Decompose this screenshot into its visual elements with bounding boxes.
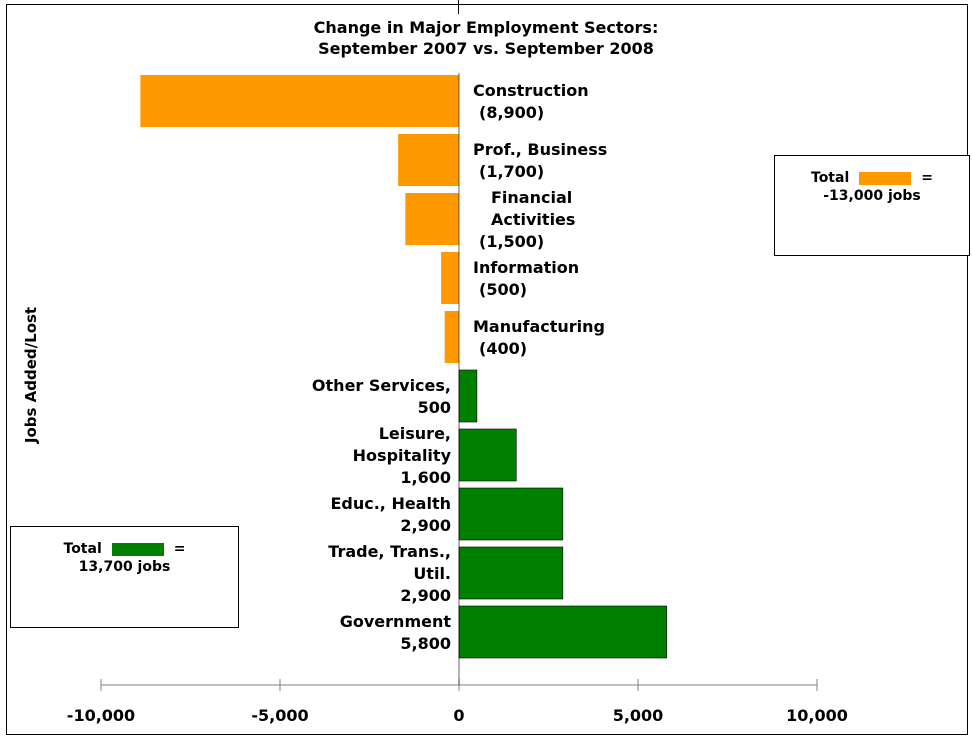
bar-jobs-lost [444,311,459,363]
bar-jobs-added [458,605,667,659]
bar-data-label: Hospitality [353,446,452,465]
bar-data-label: Util. [413,564,451,583]
bar-data-label: 2,900 [400,516,451,535]
legend-swatch-added [111,542,164,556]
bar-data-label: Information [473,258,579,277]
bar-data-label: 500 [418,398,451,417]
bar-jobs-added [458,546,564,600]
bar-data-label: 1,600 [400,468,451,487]
chart-frame [6,4,968,735]
legend-equals: = [921,170,933,186]
bar-data-label: Other Services, [312,376,451,395]
legend-total-label: Total [63,541,102,557]
bar-data-label: (400) [479,339,527,358]
x-tick-label: 10,000 [786,706,848,725]
top-divider-mark [458,0,459,14]
bar-data-label: Construction [473,81,589,100]
bar-jobs-lost [140,75,459,127]
bar-jobs-added [458,487,564,541]
legend-total-value: 13,700 jobs [78,559,171,575]
bar-data-label: Financial [491,188,572,207]
bar-data-label: 2,900 [400,586,451,605]
bar-data-label: Educ., Health [330,494,451,513]
bar-jobs-lost [405,193,459,245]
x-tick-label: 0 [453,706,464,725]
legend-equals: = [173,541,186,557]
legend-jobs-added: Total = 13,700 jobs [10,526,239,628]
bar-jobs-added [458,369,478,423]
legend-total-label: Total [811,170,850,186]
x-tick-label: 5,000 [613,706,664,725]
bar-data-label: (1,700) [479,162,544,181]
y-axis-label: Jobs Added/Lost [22,307,40,444]
bar-data-label: (500) [479,280,527,299]
bar-data-label: Government [340,612,452,631]
x-tick-label: -5,000 [251,706,308,725]
legend-swatch-lost [859,171,912,185]
bar-data-label: (8,900) [479,103,544,122]
bar-data-label: Manufacturing [473,317,605,336]
bar-jobs-lost [441,252,459,304]
bar-jobs-lost [398,134,459,186]
bar-jobs-added [458,428,517,482]
bar-data-label: Leisure, [379,424,451,443]
bar-data-label: (1,500) [479,232,544,251]
legend-jobs-lost: Total = -13,000 jobs [774,155,970,256]
bar-data-label: 5,800 [400,634,451,653]
chart-title-line: Change in Major Employment Sectors: [314,18,659,37]
bar-data-label: Prof., Business [473,140,607,159]
chart-title-line: September 2007 vs. September 2008 [318,39,654,58]
bar-data-label: Trade, Trans., [328,542,451,561]
legend-total-value: -13,000 jobs [823,188,921,204]
bar-data-label: Activities [491,210,575,229]
x-tick-label: -10,000 [67,706,135,725]
